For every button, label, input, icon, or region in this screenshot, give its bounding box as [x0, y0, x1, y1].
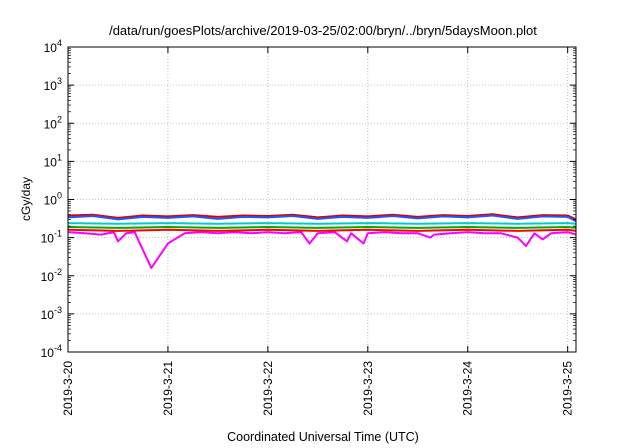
x-tick-label: 2019-3-24: [461, 361, 475, 416]
series-line-5: [67, 213, 577, 221]
series-line-2: [67, 228, 577, 232]
y-tick-label: 10-3: [41, 305, 62, 322]
x-tick-label: 2019-3-25: [561, 361, 575, 416]
grid: [67, 46, 576, 353]
y-tick-label: 100: [44, 191, 62, 208]
series-line-4: [67, 222, 577, 225]
y-axis-label: cGy/day: [19, 177, 33, 221]
series-group: [67, 213, 577, 269]
plot-frame: [67, 46, 577, 353]
y-tick-label: 10-2: [41, 267, 62, 284]
y-tick-label: 101: [44, 152, 62, 169]
series-line-3: [67, 226, 577, 229]
series-line-6: [67, 214, 577, 223]
x-tick-label: 2019-3-20: [61, 361, 75, 416]
y-tick-label: 103: [44, 76, 62, 93]
chart-title: /data/run/goesPlots/archive/2019-03-25/0…: [109, 23, 537, 38]
x-axis-label: Coordinated Universal Time (UTC): [227, 430, 419, 444]
x-axis: 2019-3-20 2019-3-21 2019-3-22 2019-3-23 2019…: [61, 47, 575, 416]
y-tick-label: 10-4: [41, 343, 62, 360]
y-tick-label: 104: [44, 38, 62, 55]
y-tick-label: 102: [44, 114, 62, 131]
x-tick-label: 2019-3-22: [261, 361, 275, 416]
y-axis: 10-4 10-3 10-2 10-1 100 101 102 103 104: [41, 38, 576, 360]
x-tick-label: 2019-3-21: [161, 361, 175, 416]
series-line-1: [67, 231, 577, 269]
y-tick-label: 10-1: [41, 229, 62, 246]
x-tick-label: 2019-3-23: [361, 361, 375, 416]
